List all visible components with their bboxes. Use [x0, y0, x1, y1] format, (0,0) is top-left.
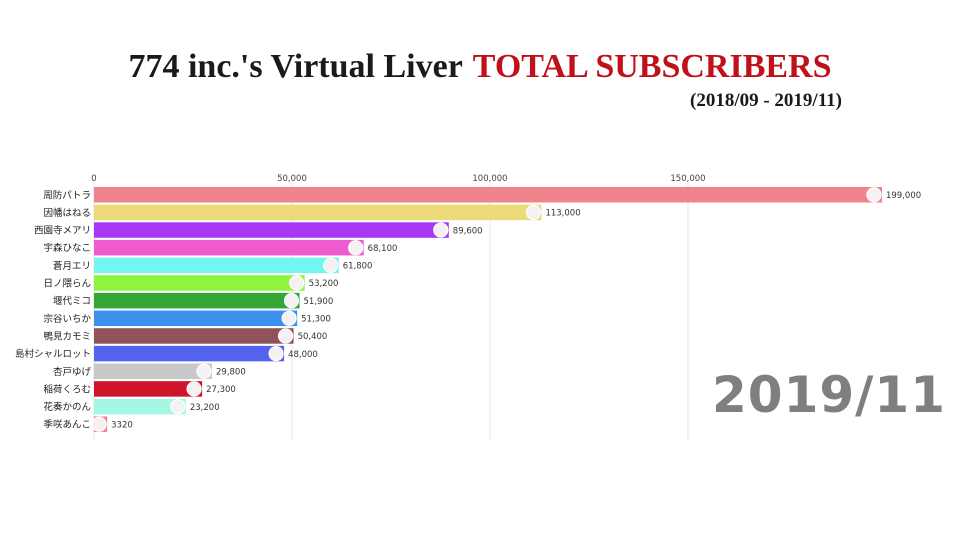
bar: [94, 310, 298, 327]
y-category-label: 季咲あんこ: [43, 419, 91, 431]
bar: [94, 257, 339, 274]
x-tick-label: 100,000: [472, 174, 507, 184]
avatar-icon: [525, 204, 542, 221]
bar-value-label: 50,400: [298, 332, 328, 342]
bar-value-label: 23,200: [190, 403, 220, 413]
chart-date-range: (2018/09 - 2019/11): [690, 90, 842, 111]
y-category-label: 宗谷いちか: [43, 313, 91, 325]
bar-chart: 0 50,000 100,000 150,000 周防パトラ 199,000 因幡はねる 11…: [15, 174, 921, 440]
bar: [94, 328, 294, 344]
bar-value-label: 3320: [111, 420, 133, 430]
x-tick-label: 0: [91, 174, 96, 184]
y-category-label: 日ノ隈らん: [43, 279, 91, 290]
period-label: 2019/11: [711, 366, 946, 424]
y-category-label: 西園寺メアリ: [34, 226, 91, 237]
avatar-icon: [268, 346, 284, 362]
y-category-label: 周防パトラ: [43, 189, 91, 201]
y-category-label: 稲荷くろむ: [43, 383, 91, 395]
chart-title: 774 inc.'s Virtual Liver TOTAL SUBSCRIBER…: [0, 48, 960, 86]
avatar-icon: [289, 275, 305, 291]
bar: [94, 239, 364, 256]
x-tick-label: 150,000: [670, 174, 705, 184]
bar: [94, 275, 305, 291]
bar-value-label: 29,800: [216, 367, 246, 377]
avatar-icon: [866, 187, 882, 203]
chart-title-accent: TOTAL SUBSCRIBERS: [472, 48, 832, 85]
y-category-label: 花奏かのん: [43, 401, 91, 413]
avatar-icon: [283, 293, 300, 309]
y-category-label: 蒼月エリ: [53, 260, 91, 272]
avatar-icon: [91, 416, 107, 432]
avatar-icon: [170, 398, 186, 415]
bar: [94, 363, 213, 379]
bar: [94, 204, 542, 221]
bar: [94, 398, 186, 415]
y-category-label: 鴨見カモミ: [43, 330, 91, 342]
avatar-icon: [433, 222, 449, 238]
bar-value-label: 113,000: [545, 209, 580, 219]
bar: [94, 222, 449, 238]
bar-value-label: 89,600: [453, 226, 483, 236]
y-category-label: 堰代ミコ: [53, 296, 91, 307]
avatar-icon: [348, 240, 364, 256]
bar: [94, 292, 300, 309]
bar-value-label: 68,100: [368, 244, 398, 254]
y-category-label: 宇森ひなこ: [43, 242, 91, 254]
x-tick-label: 50,000: [277, 174, 307, 184]
bar: [94, 345, 285, 362]
avatar-icon: [281, 310, 297, 326]
bar-value-label: 51,300: [301, 315, 331, 325]
bar: [94, 381, 203, 397]
bar-value-label: 27,300: [206, 385, 236, 395]
bar-value-label: 199,000: [886, 191, 921, 201]
avatar-icon: [196, 363, 212, 379]
y-category-label: 杏戸ゆげ: [53, 366, 92, 378]
bar-value-label: 53,200: [309, 279, 339, 289]
avatar-icon: [277, 328, 294, 344]
avatar-icon: [323, 257, 339, 273]
avatar-icon: [186, 381, 202, 397]
bar: [94, 187, 882, 203]
bar-value-label: 61,800: [343, 262, 373, 272]
y-category-label: 島村シャルロット: [15, 348, 91, 360]
chart-title-main: 774 inc.'s Virtual Liver: [128, 48, 463, 85]
bar-value-label: 51,900: [304, 297, 334, 307]
y-category-label: 因幡はねる: [43, 207, 91, 219]
bar-value-label: 48,000: [288, 350, 318, 360]
